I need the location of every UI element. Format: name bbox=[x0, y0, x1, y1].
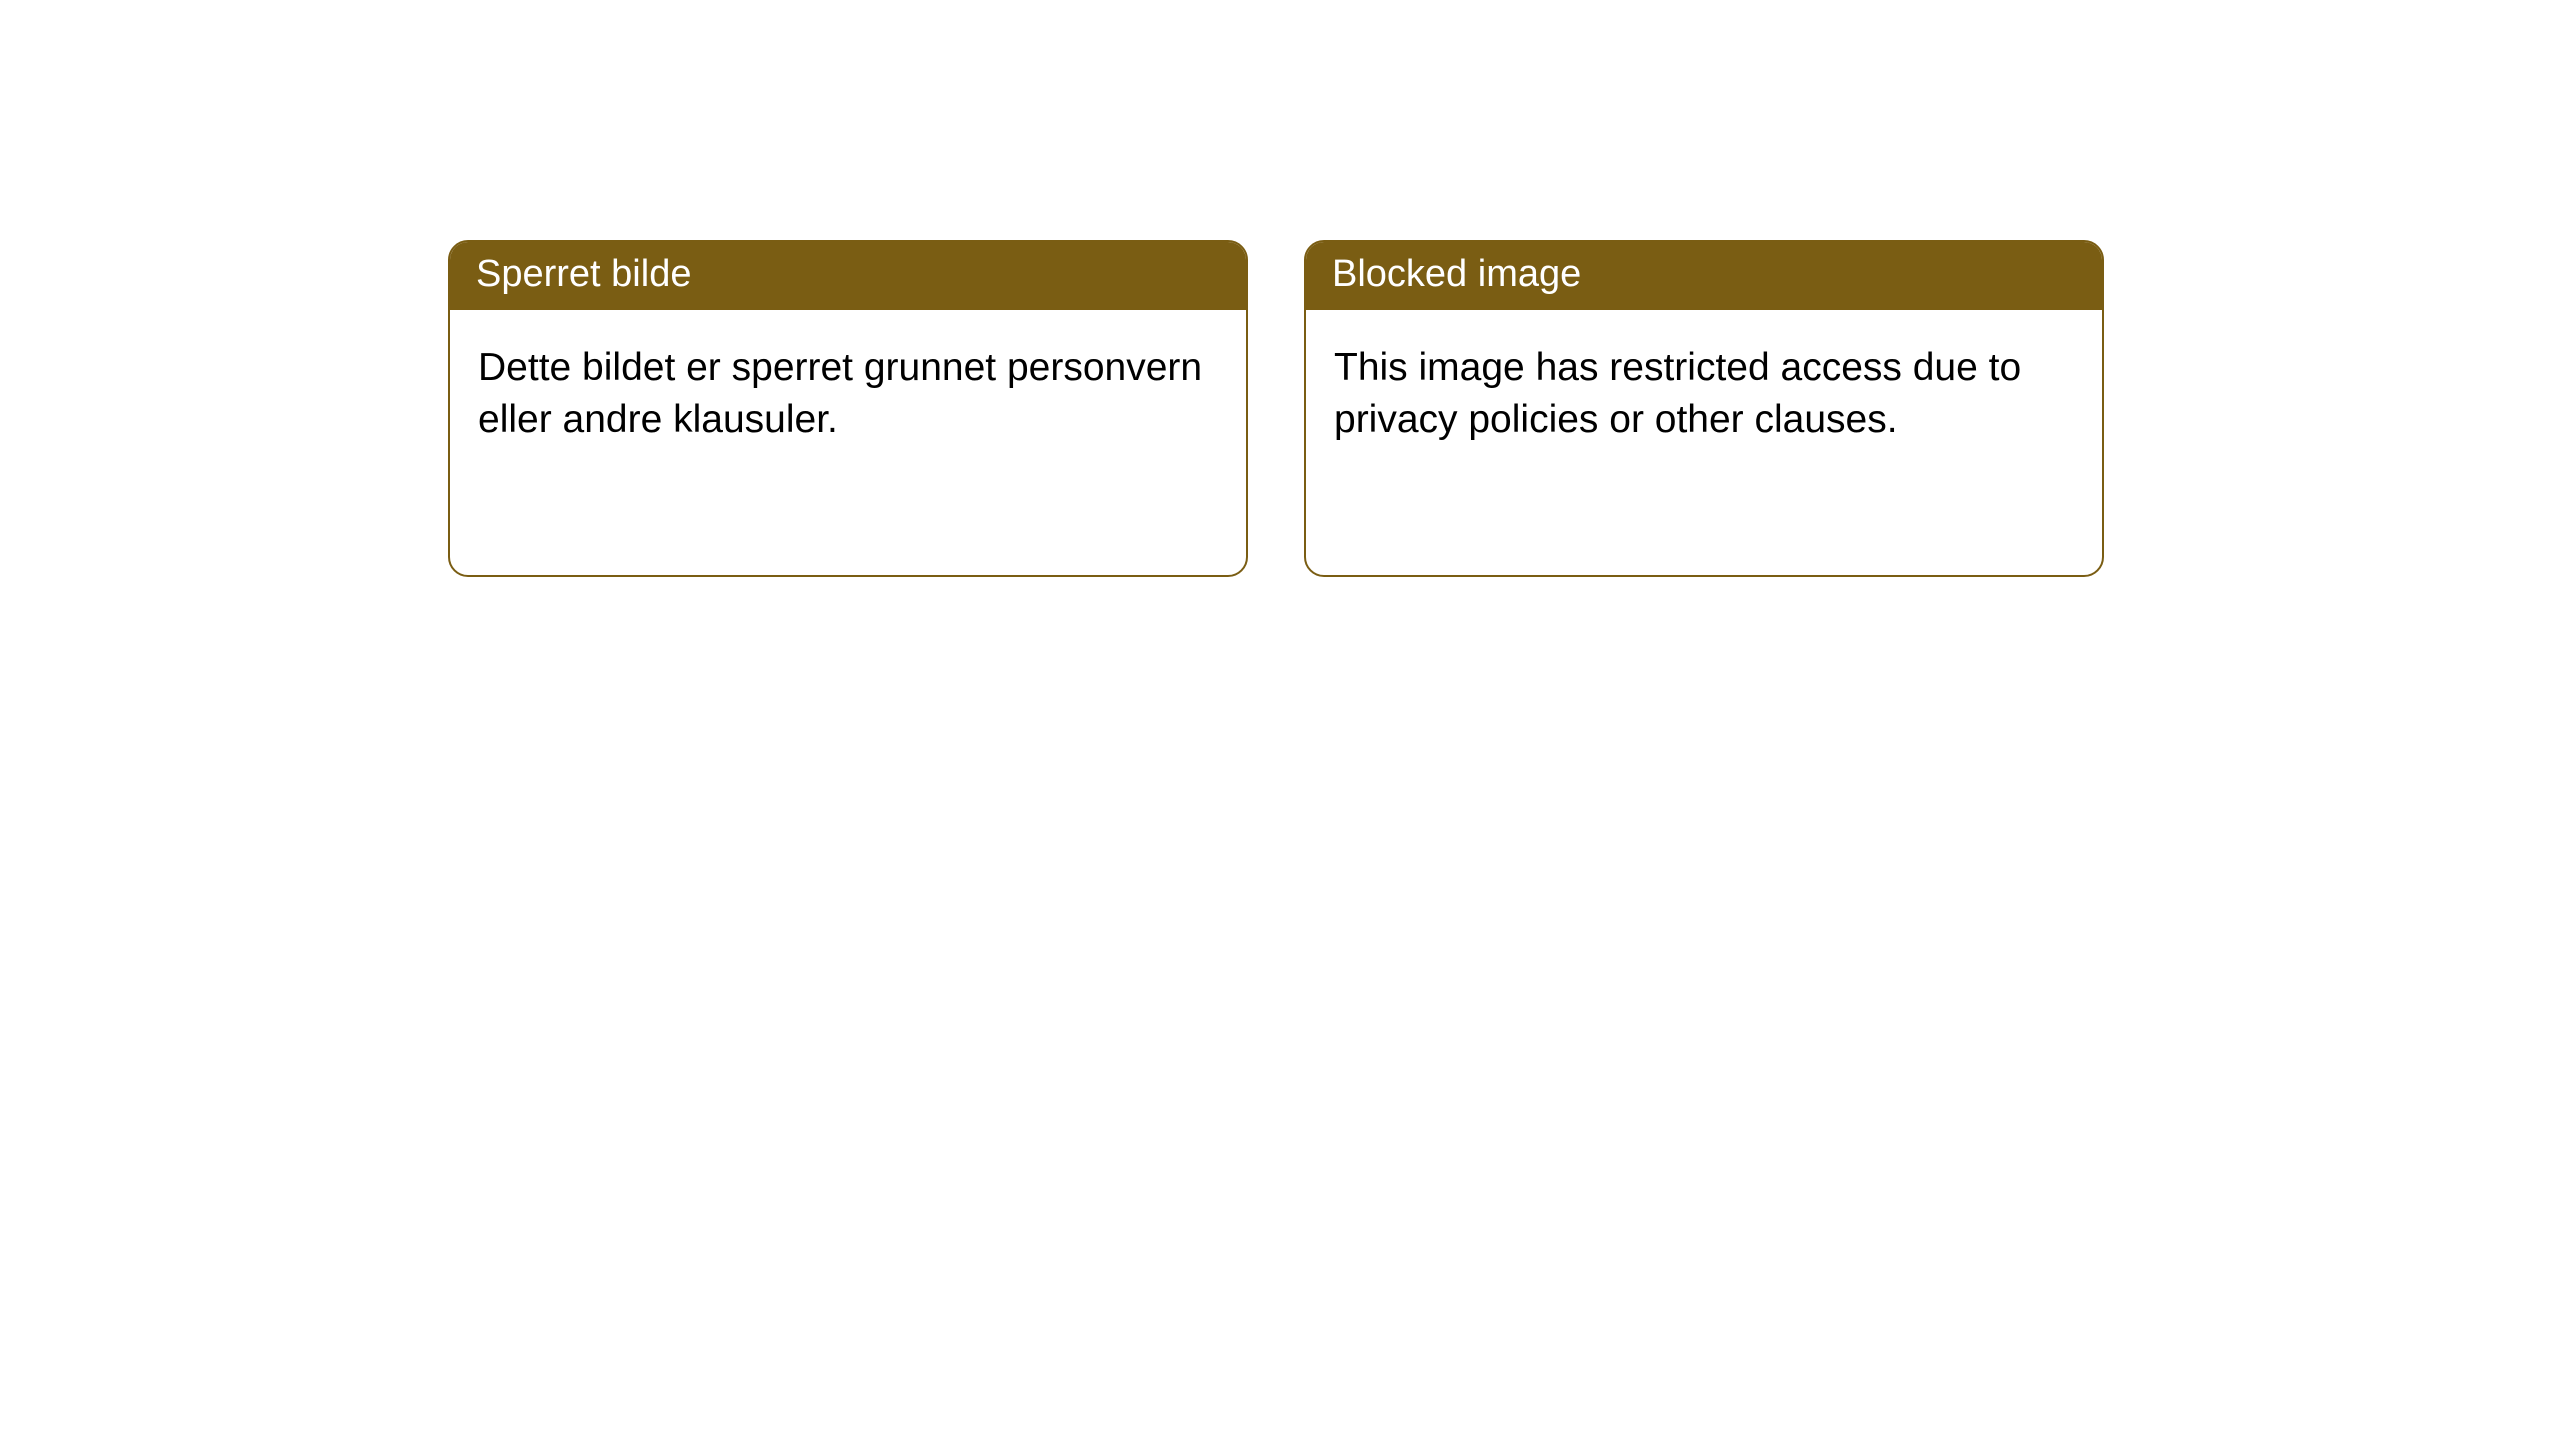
blocked-image-card-en: Blocked image This image has restricted … bbox=[1304, 240, 2104, 577]
card-body: Dette bildet er sperret grunnet personve… bbox=[450, 310, 1246, 479]
card-body: This image has restricted access due to … bbox=[1306, 310, 2102, 479]
card-body-text: Dette bildet er sperret grunnet personve… bbox=[478, 346, 1202, 442]
card-title: Blocked image bbox=[1332, 253, 1581, 295]
blocked-image-card-no: Sperret bilde Dette bildet er sperret gr… bbox=[448, 240, 1248, 577]
card-body-text: This image has restricted access due to … bbox=[1334, 346, 2021, 442]
card-header: Blocked image bbox=[1306, 242, 2102, 310]
card-title: Sperret bilde bbox=[476, 253, 691, 295]
notice-cards-container: Sperret bilde Dette bildet er sperret gr… bbox=[448, 240, 2104, 577]
card-header: Sperret bilde bbox=[450, 242, 1246, 310]
